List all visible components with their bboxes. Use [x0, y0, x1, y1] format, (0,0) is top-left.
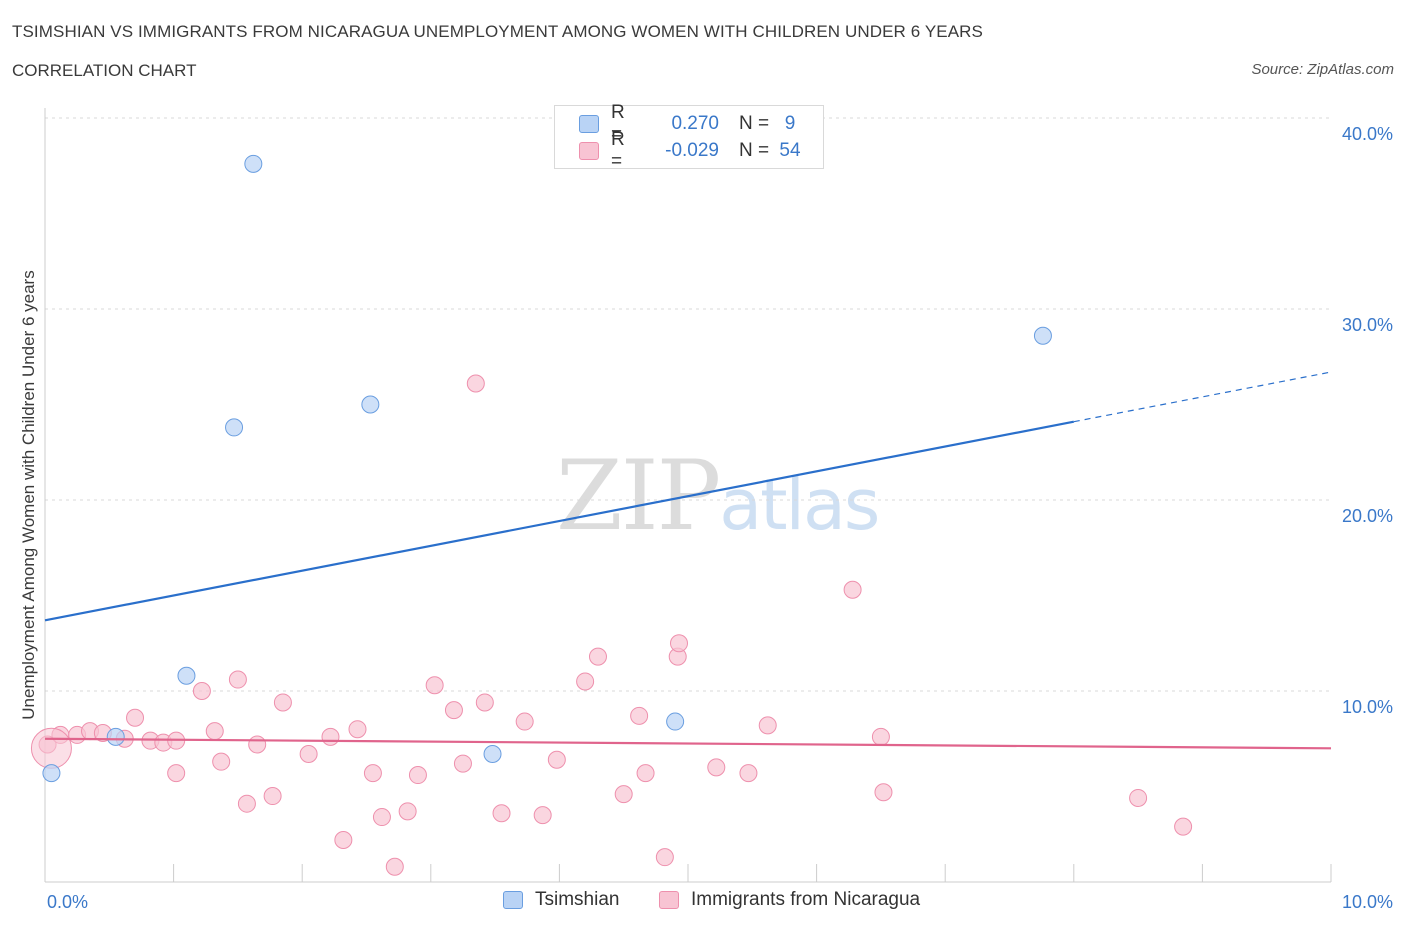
r-value: -0.029 [665, 140, 719, 161]
nicaragua-point [1129, 788, 1148, 807]
nicaragua-point [398, 802, 417, 821]
nicaragua-point [385, 857, 404, 876]
chart-subtitle: CORRELATION CHART [12, 61, 197, 80]
tsimshian-trendline-extension [1073, 371, 1332, 423]
nicaragua-point [669, 634, 688, 653]
nicaragua-point [533, 806, 552, 825]
y-tick-label: 40.0% [1342, 124, 1393, 144]
nicaragua-point [126, 708, 145, 727]
n-label: N = [739, 140, 770, 161]
nicaragua-point [299, 745, 318, 764]
nicaragua-point [348, 720, 367, 739]
stats-row-tsimshian: R = 0.270 N = 9 [579, 102, 803, 145]
nicaragua-point [492, 804, 511, 823]
r-label: R = [611, 102, 625, 145]
tsimshian-point [106, 727, 125, 746]
nicaragua-point [408, 766, 427, 785]
nicaragua-point [425, 676, 444, 695]
nicaragua-point [1174, 817, 1193, 836]
nicaragua-point [263, 787, 282, 806]
legend-item-tsimshian[interactable]: Tsimshian [503, 889, 619, 911]
nicaragua-point [273, 693, 292, 712]
tsimshian-point [361, 395, 380, 414]
nicaragua-point [547, 750, 566, 769]
nicaragua-point [444, 701, 463, 720]
n-label: N = [739, 113, 770, 134]
n-value: 54 [779, 140, 801, 161]
tsimshian-point [225, 418, 244, 437]
nicaragua-point [212, 752, 231, 771]
nicaragua-point [515, 712, 534, 731]
nicaragua-point [30, 727, 72, 769]
nicaragua-point [707, 758, 726, 777]
chart-title: TSIMSHIAN VS IMMIGRANTS FROM NICARAGUA U… [12, 22, 983, 41]
stats-row-nicaragua: R = -0.029 N = 54 [579, 129, 803, 172]
x-tick-label: 10.0% [1342, 892, 1393, 912]
tsimshian-point [483, 745, 502, 764]
x-tick-label: 0.0% [47, 892, 88, 912]
nicaragua-point [874, 783, 893, 802]
n-value: 9 [784, 113, 796, 134]
nicaragua-swatch [579, 142, 599, 160]
y-tick-label: 30.0% [1342, 315, 1393, 335]
nicaragua-point [205, 722, 224, 741]
nicaragua-point [237, 794, 256, 813]
nicaragua-point [576, 672, 595, 691]
nicaragua-point [614, 785, 633, 804]
nicaragua-point [871, 727, 890, 746]
nicaragua-point [758, 716, 777, 735]
nicaragua-point [466, 374, 485, 393]
r-label: R = [611, 129, 625, 172]
nicaragua-point [843, 580, 862, 599]
tsimshian-trendline [44, 420, 1075, 622]
nicaragua-point [334, 830, 353, 849]
nicaragua-point [167, 764, 186, 783]
tsimshian-swatch [503, 891, 523, 909]
nicaragua-point [475, 693, 494, 712]
nicaragua-point [655, 848, 674, 867]
legend-label: Tsimshian [535, 889, 620, 910]
tsimshian-point [244, 154, 263, 173]
tsimshian-point [1033, 326, 1052, 345]
y-tick-label: 20.0% [1342, 506, 1393, 526]
tsimshian-swatch [579, 115, 599, 133]
tsimshian-point [177, 666, 196, 685]
legend-item-nicaragua[interactable]: Immigrants from Nicaragua [659, 889, 920, 911]
nicaragua-point [739, 764, 758, 783]
nicaragua-point [636, 764, 655, 783]
series-legend: Tsimshian Immigrants from Nicaragua [0, 889, 1406, 915]
nicaragua-point [248, 735, 267, 754]
nicaragua-point [192, 682, 211, 700]
nicaragua-point [372, 808, 391, 827]
source-label: Source: ZipAtlas.com [1251, 61, 1394, 78]
nicaragua-point [453, 754, 472, 773]
r-value: 0.270 [671, 113, 719, 134]
nicaragua-point [228, 670, 247, 689]
y-axis-label: Unemployment Among Women with Children U… [19, 270, 38, 720]
legend-label: Immigrants from Nicaragua [691, 889, 921, 910]
nicaragua-point [588, 647, 607, 666]
nicaragua-point [363, 764, 382, 783]
tsimshian-point [42, 764, 61, 783]
tsimshian-point [666, 712, 685, 731]
stats-legend: R = 0.270 N = 9 R = -0.029 N = 54 [554, 102, 824, 172]
nicaragua-point [321, 727, 340, 746]
nicaragua-swatch [659, 891, 679, 909]
nicaragua-trendline [44, 737, 1332, 750]
nicaragua-point [630, 706, 649, 725]
y-tick-label: 10.0% [1342, 697, 1393, 717]
